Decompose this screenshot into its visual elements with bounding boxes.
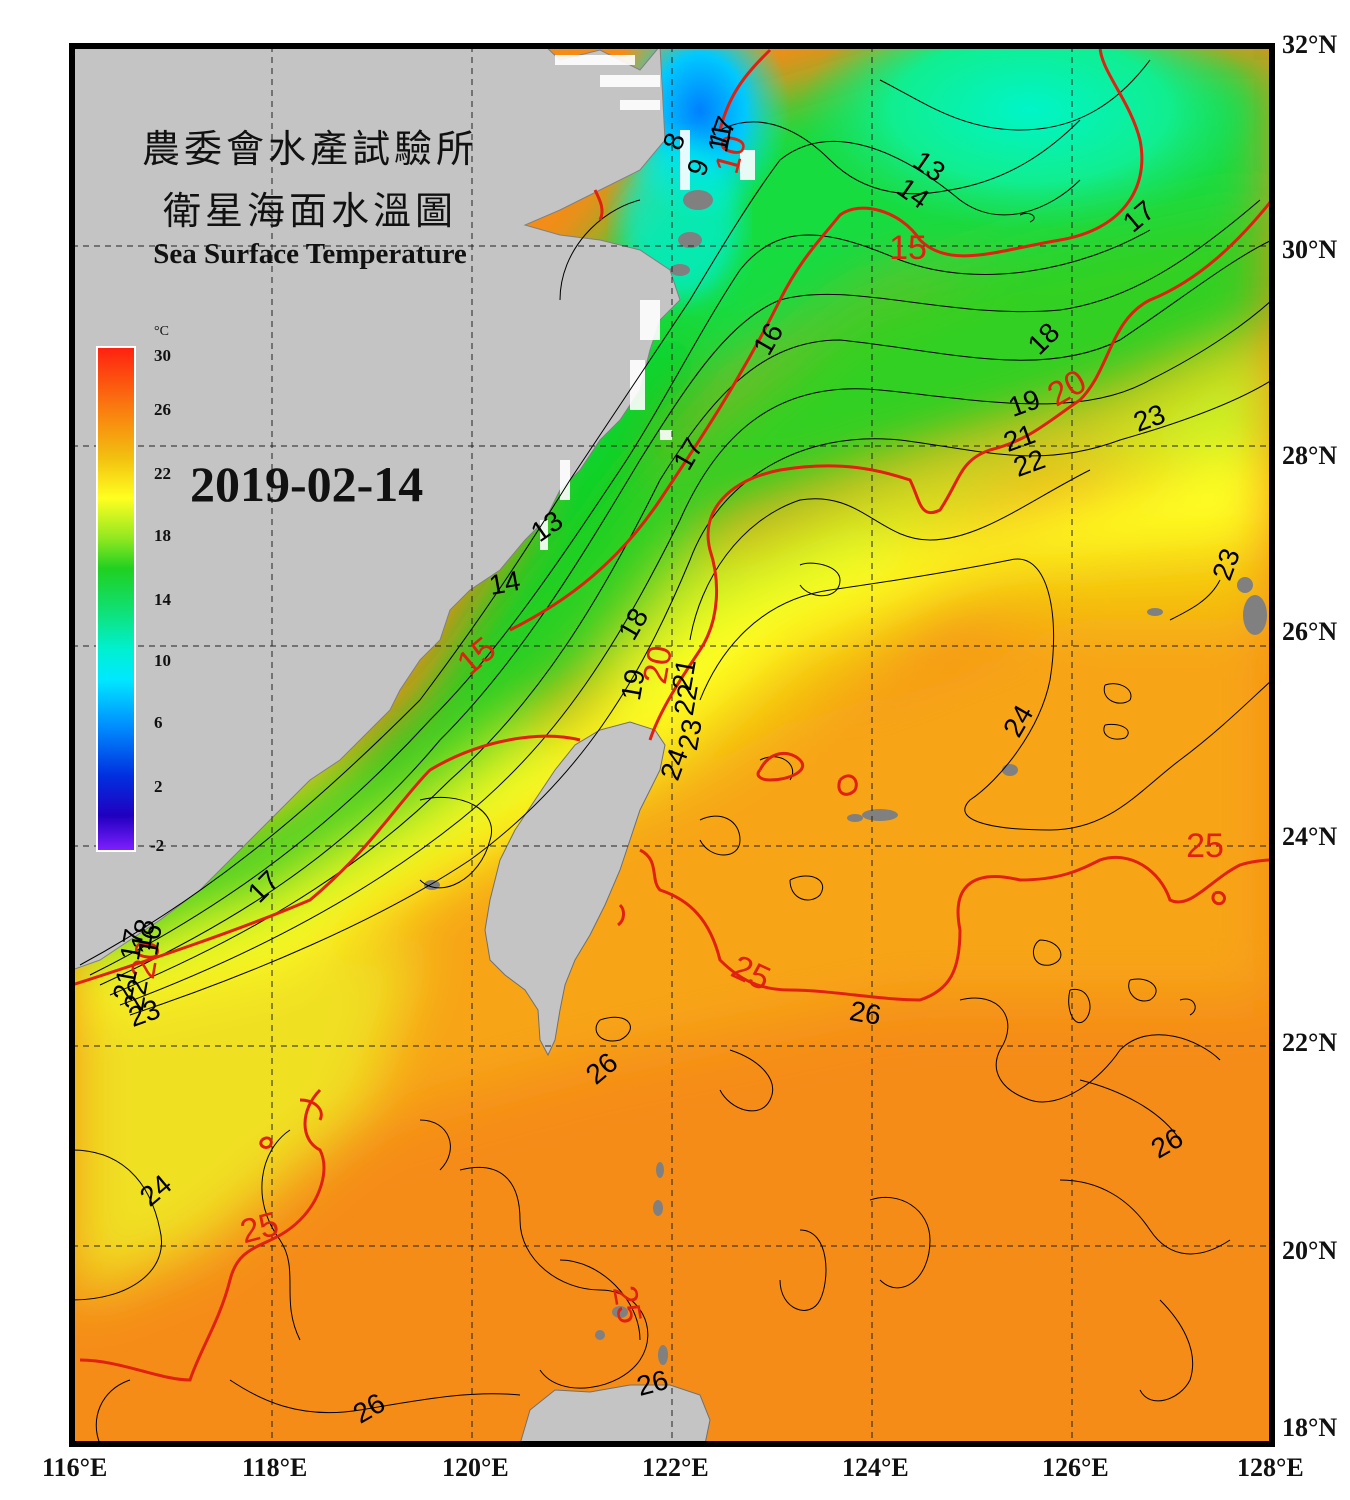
sst-field: 8910111314151617181920212223131415171819…: [72, 46, 1272, 1444]
contour-label: 11: [702, 121, 738, 155]
colorbar-tick: 22: [154, 464, 171, 483]
colorbar-tick: -2: [150, 836, 165, 855]
title-line-2: 衛星海面水溫圖: [162, 189, 457, 233]
contour-label: 14: [487, 565, 523, 601]
map-frame: [69, 43, 1275, 1447]
colorbar: [96, 346, 136, 852]
contour-label: 22: [668, 682, 704, 718]
lat-label: 30°N: [1282, 235, 1338, 264]
lon-label: 116°E: [42, 1453, 108, 1482]
colorbar-tick: 10: [154, 651, 171, 670]
contour-label: 17: [114, 927, 150, 963]
contour-label: 22: [118, 977, 154, 1013]
lon-label: 122°E: [642, 1453, 709, 1482]
title-line-1: 農委會水產試驗所: [141, 127, 478, 171]
colorbar-tick: 30: [154, 346, 171, 365]
contour-label: 25: [605, 1283, 649, 1327]
contour-labels: 8910111314151617181920212223131415171819…: [107, 112, 1246, 1429]
lat-label: 32°N: [1282, 30, 1338, 59]
lat-label: 26°N: [1282, 617, 1338, 646]
contour-label: 25: [1186, 827, 1224, 865]
contour-label: 19: [615, 667, 651, 703]
grid-lines: [72, 46, 1272, 1444]
colorbar-tick: 2: [154, 777, 163, 796]
lat-label: 24°N: [1282, 822, 1338, 851]
lat-label: 22°N: [1282, 1028, 1338, 1057]
contour-label: 21: [666, 657, 702, 693]
colorbar-tick: 14: [154, 590, 171, 609]
minor-contours: [72, 59, 1272, 1444]
colorbar-unit: °C: [154, 324, 169, 339]
contour-label: 23: [672, 717, 708, 753]
title-line-3: Sea Surface Temperature: [153, 238, 467, 270]
major-contours: [72, 46, 1272, 1382]
taiwan-island: [484, 721, 666, 1057]
colorbar-tick: 26: [154, 400, 171, 419]
contour-label: 18: [125, 917, 161, 953]
lon-label: 128°E: [1237, 1453, 1304, 1482]
colorbar-tick: 18: [154, 526, 171, 545]
luzon-island: [519, 1384, 711, 1444]
contour-label: 26: [847, 995, 883, 1031]
contour-label: 16: [132, 922, 168, 958]
lat-label: 28°N: [1282, 441, 1338, 470]
lon-label: 124°E: [842, 1453, 909, 1482]
lon-label: 118°E: [242, 1453, 308, 1482]
contour-label: 21: [107, 967, 143, 1003]
colorbar-gradient: [96, 346, 136, 852]
contour-label: 20: [124, 938, 168, 982]
contour-label: 15: [889, 229, 927, 267]
date-label: 2019-02-14: [190, 456, 424, 512]
lat-label: 18°N: [1282, 1413, 1338, 1442]
colorbar-tick: 6: [154, 713, 163, 732]
contour-label: 20: [636, 643, 680, 687]
lon-label: 120°E: [442, 1453, 509, 1482]
lon-label: 126°E: [1042, 1453, 1109, 1482]
lat-label: 20°N: [1282, 1236, 1338, 1265]
